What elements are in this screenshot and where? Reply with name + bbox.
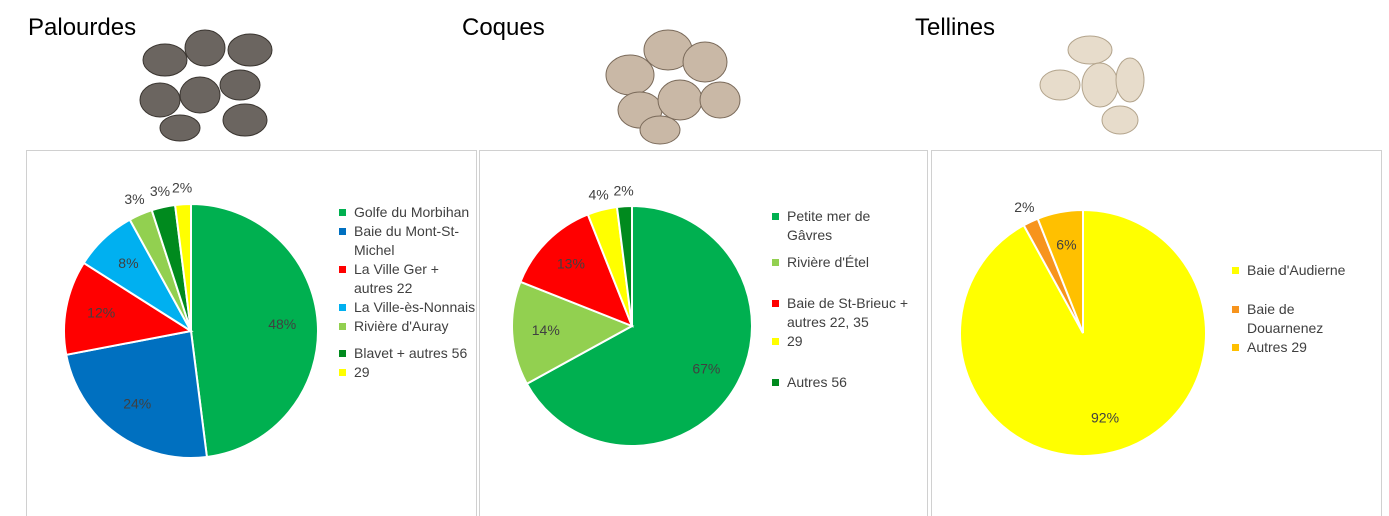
legend-label: Petite mer de Gâvres [787, 207, 912, 245]
legend-label: La Ville-ès-Nonnais [354, 298, 475, 317]
legend-swatch [339, 350, 346, 357]
legend-swatch [1232, 306, 1239, 313]
legend-label: Baie de St-Brieuc + autres 22, 35 [787, 294, 912, 332]
shell-images [0, 0, 1389, 150]
data-label: 92% [1091, 409, 1119, 425]
legend-swatch [339, 369, 346, 376]
legend: Petite mer de Gâvres Rivière d'Étel Baie d… [772, 207, 912, 392]
legend-item: Rivière d'Auray [339, 317, 479, 336]
pie-slice [191, 204, 318, 457]
legend-label: Autres 56 [787, 373, 847, 392]
legend-swatch [772, 259, 779, 266]
chart-panel: 67% 14% 13% 4% 2% Petite mer de Gâvres Rivière… [479, 150, 928, 516]
legend-item: La Ville Ger + autres 22 [339, 260, 479, 298]
legend-swatch [339, 209, 346, 216]
legend-swatch [772, 379, 779, 386]
legend-swatch [772, 338, 779, 345]
legend-item: Baie d'Audierne [1232, 261, 1372, 280]
data-label: 4% [588, 187, 608, 203]
page: Palourdes48%24%12%8%3%3%2%Golfe du Morbi… [0, 0, 1389, 516]
legend-swatch [772, 213, 779, 220]
legend-item: Golfe du Morbihan [339, 203, 479, 222]
chart-title: Tellines [915, 14, 995, 42]
chart-title: Coques [462, 14, 545, 42]
data-label: 3% [150, 183, 170, 199]
legend-swatch [339, 228, 346, 235]
legend-item: Baie de St-Brieuc + autres 22, 35 [772, 294, 912, 332]
legend-label: La Ville Ger + autres 22 [354, 260, 479, 298]
data-label: 13% [557, 256, 585, 272]
legend-label: Golfe du Morbihan [354, 203, 469, 222]
chart-title: Palourdes [28, 14, 136, 42]
legend-label: Baie d'Audierne [1247, 261, 1345, 280]
legend-label: Rivière d'Auray [354, 317, 449, 336]
data-label: 12% [87, 305, 115, 321]
legend-item: Baie du Mont-St-Michel [339, 222, 479, 260]
legend-item: 29 [772, 332, 912, 351]
data-label: 67% [692, 361, 720, 377]
legend-item: La Ville-ès-Nonnais [339, 298, 479, 317]
legend-item: Blavet + autres 56 [339, 344, 479, 363]
legend-label: Blavet + autres 56 [354, 344, 467, 363]
legend-item: Baie de Douarnenez [1232, 300, 1372, 338]
data-label: 48% [268, 316, 296, 332]
data-label: 8% [118, 255, 138, 271]
legend-swatch [339, 304, 346, 311]
data-label: 2% [172, 180, 192, 196]
legend-label: Rivière d'Étel [787, 253, 869, 272]
legend-swatch [1232, 344, 1239, 351]
legend-swatch [339, 266, 346, 273]
legend-swatch [1232, 267, 1239, 274]
legend-swatch [772, 300, 779, 307]
legend-item: 29 [339, 363, 479, 382]
legend-label: Baie du Mont-St-Michel [354, 222, 479, 260]
legend-label: Baie de Douarnenez [1247, 300, 1372, 338]
legend-label: Autres 29 [1247, 338, 1307, 357]
data-label: 24% [123, 396, 151, 412]
chart-panel: 92% 2% 6% Baie d'Audierne Baie de Douarnenez… [931, 150, 1382, 516]
legend-label: 29 [354, 363, 370, 382]
data-label: 3% [124, 191, 144, 207]
legend-item: Autres 56 [772, 373, 912, 392]
legend-item: Rivière d'Étel [772, 253, 912, 272]
legend-item: Petite mer de Gâvres [772, 207, 912, 245]
legend-swatch [339, 323, 346, 330]
data-label: 14% [532, 322, 560, 338]
data-label: 6% [1056, 237, 1076, 253]
legend-label: 29 [787, 332, 803, 351]
legend-item: Autres 29 [1232, 338, 1372, 357]
data-label: 2% [1014, 199, 1034, 215]
data-label: 2% [613, 183, 633, 199]
